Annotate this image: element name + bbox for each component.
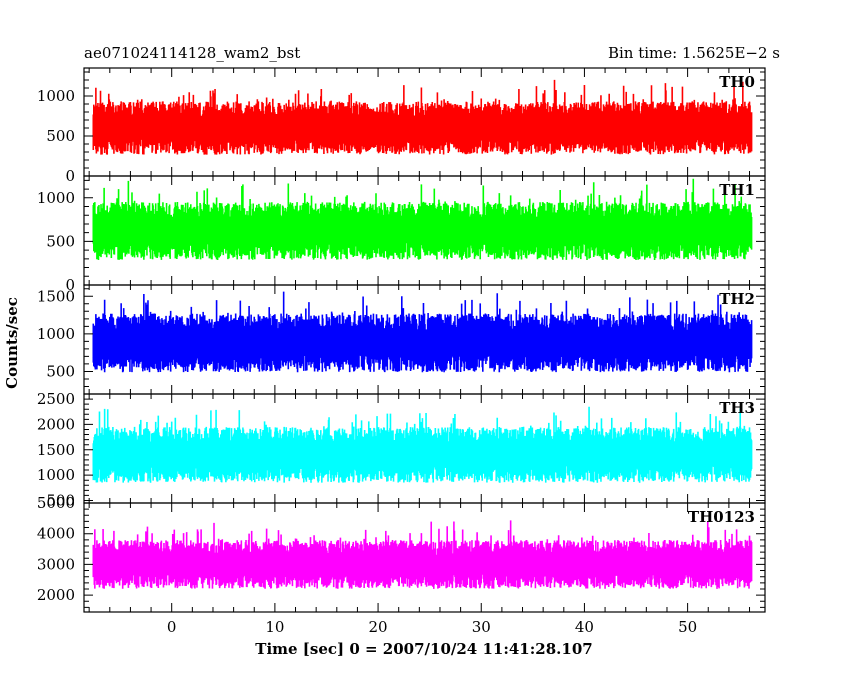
y-tick-label: 4000 [37, 525, 75, 543]
y-tick-label: 1000 [37, 325, 75, 343]
x-tick-label: 40 [575, 618, 594, 636]
series-th1 [92, 178, 753, 261]
series-th3 [92, 406, 753, 483]
y-tick-label: 1000 [37, 87, 75, 105]
axis-ticks [84, 393, 765, 503]
bin-time-label: Bin time: 1.5625E−2 s [608, 44, 780, 62]
panel-label-th3: TH3 [719, 399, 755, 417]
x-tick-label: 0 [167, 618, 177, 636]
y-tick-label: 3000 [37, 555, 75, 573]
panel-frame [83, 502, 766, 613]
x-tick-label: 20 [369, 618, 388, 636]
x-tick-label: 50 [678, 618, 697, 636]
y-tick-label: 2000 [37, 586, 75, 604]
y-tick-label: 500 [46, 127, 75, 145]
y-tick-label: 1500 [37, 441, 75, 459]
y-tick-label: 5000 [37, 494, 75, 512]
y-tick-label: 0 [65, 167, 75, 185]
y-tick-label: 1000 [37, 189, 75, 207]
panel-label-th1: TH1 [719, 181, 755, 199]
panel-label-th0123: TH0123 [688, 508, 755, 526]
series-th0 [92, 79, 753, 155]
axis-ticks [84, 502, 765, 612]
y-tick-label: 1000 [37, 466, 75, 484]
y-tick-label: 2000 [37, 415, 75, 433]
series-th2 [92, 291, 753, 373]
chart-title: ae071024114128_wam2_bst [84, 44, 300, 62]
y-tick-label: 500 [46, 362, 75, 380]
y-tick-label: 2500 [37, 390, 75, 408]
y-axis-label: Counts/sec [3, 297, 21, 389]
x-axis-label: Time [sec] 0 = 2007/10/24 11:41:28.107 [255, 640, 592, 658]
x-tick-label: 10 [265, 618, 284, 636]
y-tick-label: 1500 [37, 287, 75, 305]
y-tick-label: 500 [46, 491, 75, 509]
y-tick-label: 0 [65, 276, 75, 294]
panel-label-th0: TH0 [719, 73, 755, 91]
x-tick-label: 30 [472, 618, 491, 636]
y-tick-label: 500 [46, 232, 75, 250]
series-th0123 [92, 520, 753, 589]
panel-label-th2: TH2 [719, 290, 755, 308]
